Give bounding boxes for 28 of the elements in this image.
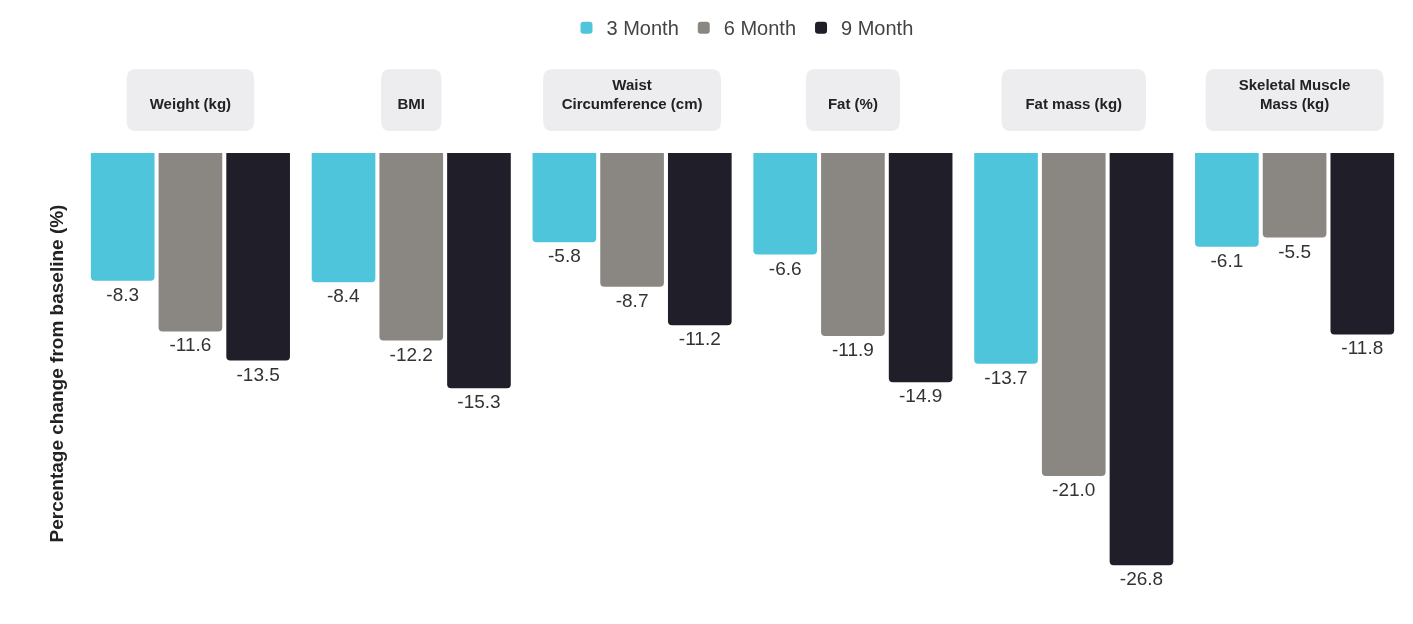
data-label: -6.6 — [768, 257, 802, 279]
x-tick-label: Fat mass (kg) — [1025, 95, 1123, 112]
y-axis-title: Percentage change from baseline (%) — [45, 204, 67, 543]
data-label: -11.8 — [1341, 337, 1384, 359]
x-tick-label: Skeletal Muscle Mass (kg) — [1238, 75, 1351, 112]
data-label: -11.2 — [678, 328, 721, 350]
data-label: -8.7 — [615, 289, 649, 311]
data-label: -5.8 — [547, 245, 581, 267]
data-label: -21.0 — [1052, 478, 1096, 500]
data-label: -13.7 — [984, 366, 1028, 388]
data-label: -14.9 — [898, 385, 943, 407]
data-label: -11.9 — [831, 339, 874, 361]
data-label: -26.8 — [1119, 568, 1164, 590]
x-tick-label: BMI — [397, 95, 425, 112]
data-label: -5.5 — [1278, 240, 1311, 262]
legend-label: 3 Month — [606, 17, 679, 40]
x-tick-label: Fat (%) — [827, 95, 878, 112]
legend-label: 6 Month — [723, 17, 797, 40]
data-label: -8.4 — [326, 285, 361, 307]
x-tick-label: Weight (kg) — [149, 95, 232, 112]
data-label: -11.6 — [169, 334, 212, 356]
legend-label: 9 Month — [841, 17, 914, 40]
data-label: -13.5 — [236, 363, 280, 385]
data-label: -12.2 — [389, 343, 433, 365]
data-label: -8.3 — [106, 283, 140, 305]
data-label: -15.3 — [457, 391, 501, 413]
x-tick-label: Waist Circumference (cm) — [561, 75, 703, 112]
data-label: -6.1 — [1210, 249, 1244, 271]
